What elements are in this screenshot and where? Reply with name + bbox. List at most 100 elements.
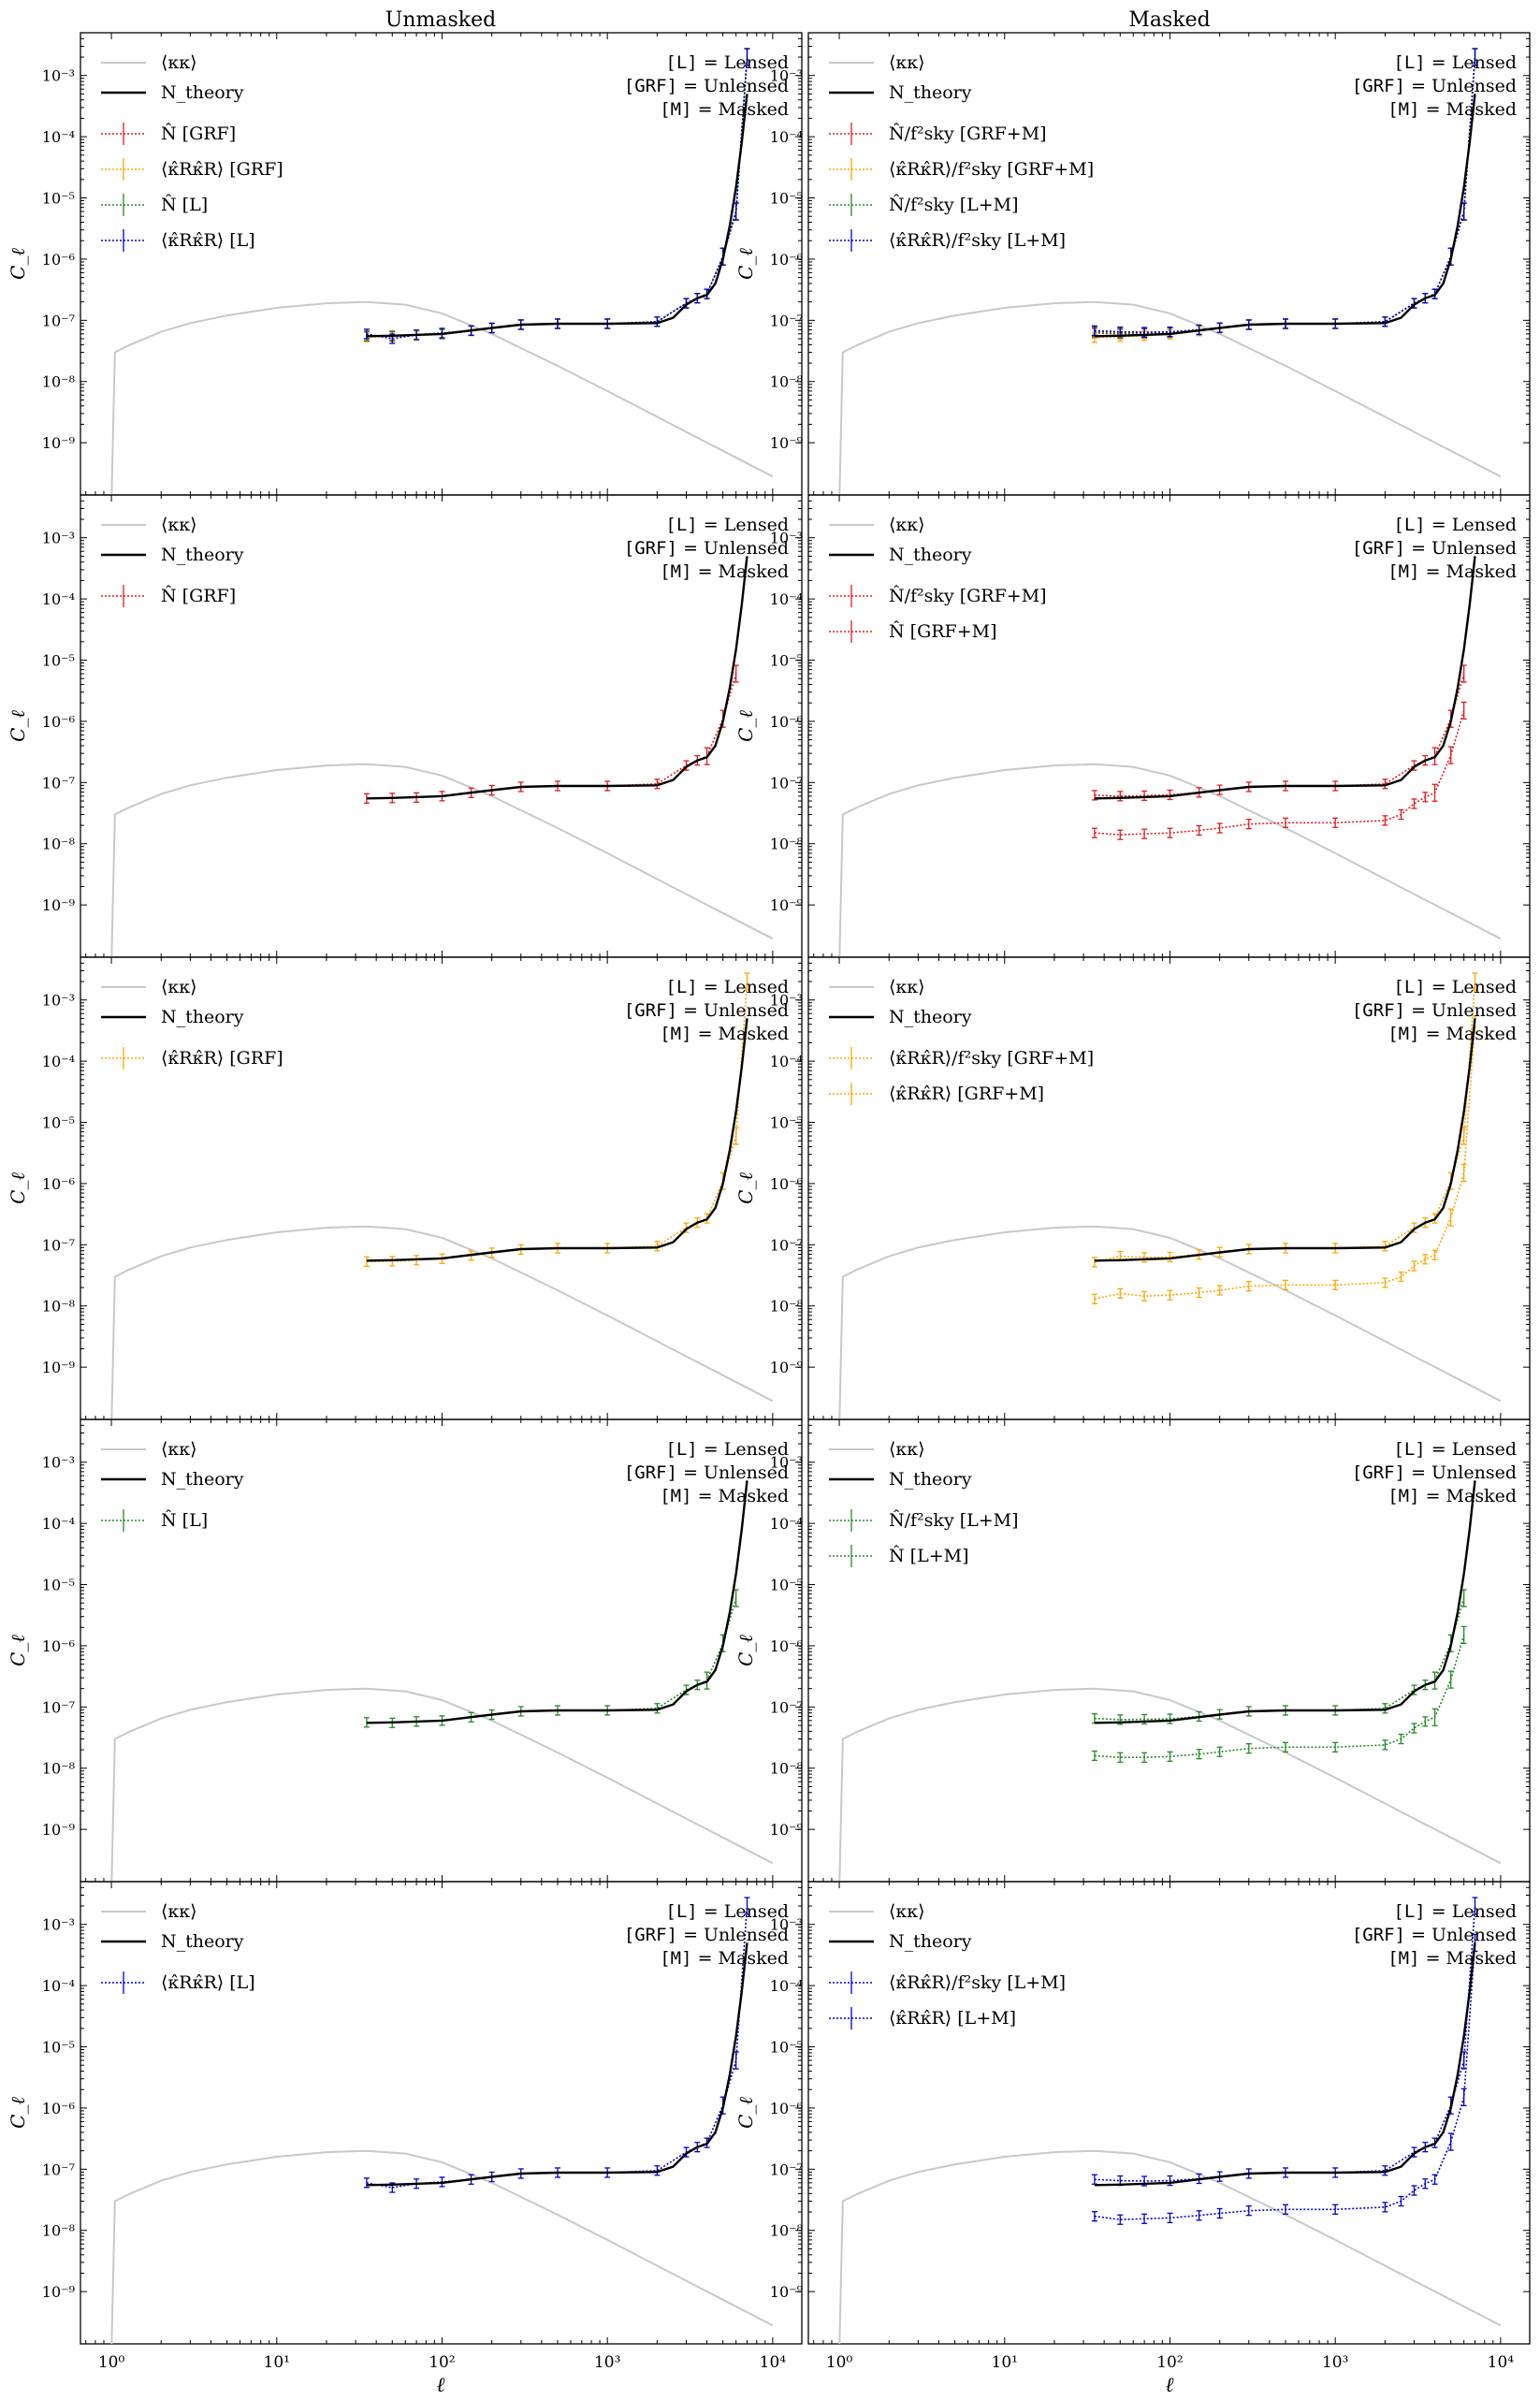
kk-curve — [110, 1225, 774, 1419]
plot-area — [838, 556, 1502, 957]
y-tick-label: 10⁻⁵ — [42, 652, 75, 670]
y-tick-label: 10⁻³ — [770, 1454, 803, 1472]
x-tick-label: 10³ — [1322, 2353, 1348, 2372]
y-tick-label: 10⁻³ — [42, 530, 75, 547]
legend: ⟨κκ⟩ N_theory ⟨κ̂Rκ̂R⟩/f²sky [GRF+M] ⟨κ̂Rκ̂… — [829, 977, 1094, 1105]
y-tick-label: 10⁻⁹ — [42, 434, 76, 452]
y-tick-label: 10⁻⁹ — [770, 1821, 804, 1839]
key-box: [L] = Lensed[GRF] = Unlensed[M] = Masked — [1352, 515, 1517, 582]
y-tick-label: 10⁻⁷ — [770, 774, 803, 792]
legend-series-label: ⟨κ̂Rκ̂R⟩ [GRF] — [161, 1048, 283, 1069]
y-tick-label: 10⁻³ — [42, 1454, 75, 1472]
legend-series-label: N̂/f²sky [L+M] — [889, 1510, 1019, 1531]
legend-series-label: N̂/f²sky [L+M] — [889, 195, 1019, 215]
x-tick-label: 10⁴ — [760, 2353, 787, 2372]
theory-curve — [1094, 556, 1476, 800]
y-tick-label: 10⁻⁴ — [42, 1977, 75, 1995]
legend-theory-label: N_theory — [889, 1007, 972, 1027]
y-tick-label: 10⁻³ — [770, 67, 803, 85]
legend-theory-label: N_theory — [889, 1469, 972, 1490]
y-tick-label: 10⁻⁷ — [770, 2160, 803, 2178]
legend-series-label: N̂ [GRF] — [161, 124, 236, 144]
legend-theory-label: N_theory — [161, 1007, 244, 1027]
legend-series-label: N̂ [L] — [161, 1510, 208, 1531]
key-line: [L] = Lensed — [665, 1439, 789, 1460]
key-line: [L] = Lensed — [665, 1901, 789, 1922]
legend-theory-label: N_theory — [161, 545, 244, 565]
legend-series-label: ⟨κ̂Rκ̂R⟩/f²sky [L+M] — [889, 230, 1066, 251]
y-tick-label: 10⁻⁸ — [42, 373, 75, 391]
key-line: [L] = Lensed — [1393, 1439, 1517, 1460]
legend-kk-label: ⟨κκ⟩ — [889, 52, 925, 73]
legend-kk-label: ⟨κκ⟩ — [889, 515, 925, 535]
series-line — [366, 56, 748, 338]
y-tick-label: 10⁻⁶ — [770, 1175, 803, 1193]
theory-curve — [1094, 1480, 1476, 1724]
key-line: [GRF] = Unlensed — [1352, 76, 1517, 96]
y-tick-label: 10⁻⁸ — [770, 1760, 803, 1778]
theory-curve — [366, 1018, 748, 1262]
y-axis-label: C_ℓ — [734, 2097, 757, 2129]
legend: ⟨κκ⟩ N_theory ⟨κ̂Rκ̂R⟩ [L] — [101, 1901, 255, 1994]
y-tick-label: 10⁻⁸ — [42, 1298, 75, 1316]
theory-curve — [366, 556, 748, 800]
series-green-0 — [363, 1589, 739, 1728]
legend-kk-label: ⟨κκ⟩ — [889, 977, 925, 997]
panel-row2-masked: 10⁻⁹ 10⁻⁸ 10⁻⁷ 10⁻⁶ 10⁻⁵ 10⁻⁴ 10⁻³ C_ℓ ⟨κκ⟩ N_the… — [734, 494, 1531, 958]
y-tick-label: 10⁻⁹ — [770, 1359, 804, 1376]
series-line — [1094, 1905, 1476, 2182]
key-line: [GRF] = Unlensed — [624, 1462, 789, 1483]
legend-theory-label: N_theory — [161, 1469, 244, 1490]
key-line: [L] = Lensed — [665, 977, 789, 997]
y-tick-label: 10⁻⁹ — [42, 896, 76, 914]
y-tick-label: 10⁻³ — [42, 992, 75, 1010]
legend-series-label: ⟨κ̂Rκ̂R⟩/f²sky [GRF+M] — [889, 1048, 1094, 1069]
y-axis-label: C_ℓ — [7, 248, 29, 280]
key-box: [L] = Lensed[GRF] = Unlensed[M] = Masked — [624, 52, 789, 120]
legend-kk-label: ⟨κκ⟩ — [161, 1901, 197, 1922]
plot-area — [110, 556, 774, 957]
series-line — [1094, 1942, 1476, 2221]
y-axis-label: C_ℓ — [734, 1172, 757, 1204]
x-tick-label: 10⁰ — [98, 2353, 125, 2372]
y-axis-label: C_ℓ — [734, 1635, 757, 1666]
legend-kk-label: ⟨κκ⟩ — [161, 1439, 197, 1460]
y-tick-label: 10⁻⁶ — [42, 713, 75, 731]
legend-series-label: N̂ [L+M] — [889, 1546, 968, 1566]
legend-series-label: ⟨κ̂Rκ̂R⟩ [L] — [161, 1972, 255, 1993]
y-tick-label: 10⁻⁷ — [770, 1698, 803, 1716]
series-line — [1094, 673, 1465, 797]
kk-curve — [838, 763, 1502, 957]
legend-kk-label: ⟨κκ⟩ — [889, 1901, 925, 1922]
y-tick-label: 10⁻⁷ — [42, 2160, 75, 2178]
legend-theory-label: N_theory — [889, 545, 972, 565]
theory-curve — [366, 1942, 748, 2187]
key-line: [GRF] = Unlensed — [624, 76, 789, 96]
series-red-1 — [1091, 701, 1467, 840]
y-tick-label: 10⁻⁴ — [770, 128, 803, 146]
key-box: [L] = Lensed[GRF] = Unlensed[M] = Masked — [1352, 1901, 1517, 1969]
y-tick-label: 10⁻⁸ — [42, 2222, 75, 2240]
key-line: [M] = Masked — [660, 99, 789, 120]
y-tick-label: 10⁻³ — [770, 1916, 803, 1934]
legend-kk-label: ⟨κκ⟩ — [161, 977, 197, 997]
key-line: [GRF] = Unlensed — [1352, 538, 1517, 559]
plot-area — [110, 48, 774, 495]
y-tick-label: 10⁻⁹ — [42, 1821, 76, 1839]
y-axis-label: C_ℓ — [7, 710, 29, 742]
y-tick-label: 10⁻⁷ — [42, 774, 75, 792]
y-tick-label: 10⁻⁷ — [42, 1236, 75, 1254]
y-tick-label: 10⁻⁴ — [770, 1977, 803, 1995]
legend-series-label: ⟨κ̂Rκ̂R⟩/f²sky [GRF+M] — [889, 159, 1094, 180]
legend-series-label: N̂ [L] — [161, 195, 208, 215]
y-tick-label: 10⁻⁸ — [770, 2222, 803, 2240]
theory-curve — [1094, 94, 1476, 338]
legend-theory-label: N_theory — [889, 82, 972, 103]
key-box: [L] = Lensed[GRF] = Unlensed[M] = Masked — [624, 1901, 789, 1969]
plot-area — [110, 1480, 774, 1882]
x-tick-label: 10³ — [594, 2353, 620, 2372]
legend-theory-label: N_theory — [161, 1931, 244, 1952]
series-blue-1 — [1091, 1933, 1478, 2225]
y-tick-label: 10⁻⁴ — [42, 1053, 75, 1070]
legend: ⟨κκ⟩ N_theory N̂/f²sky [L+M] N̂ [L+M] — [829, 1439, 1019, 1567]
